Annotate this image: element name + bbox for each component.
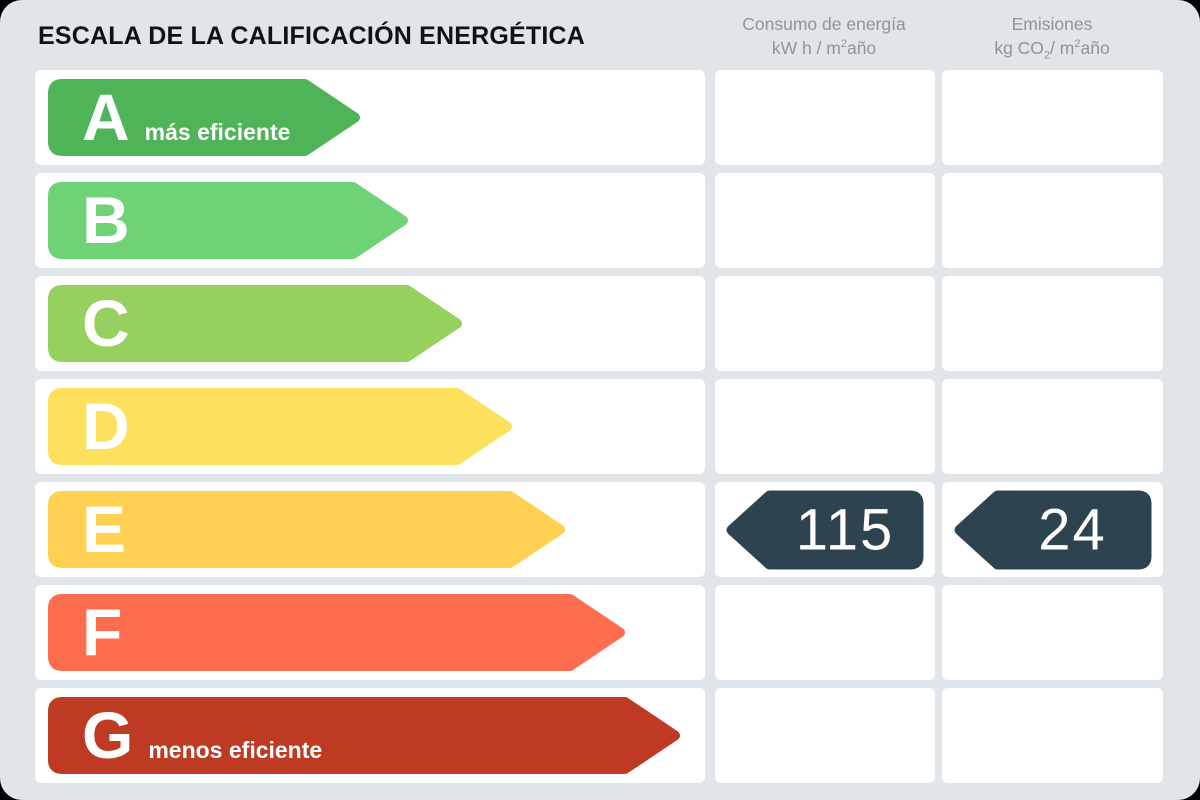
- scale-cell: B: [35, 173, 705, 268]
- consumption-value-badge-text: 115: [795, 497, 895, 562]
- consumption-cell: [715, 70, 935, 165]
- rating-letter: D: [82, 389, 130, 463]
- scale-row-g: G menos eficiente: [35, 688, 1163, 783]
- scale-cell: A más eficiente: [35, 70, 705, 165]
- consumption-cell: 115: [715, 482, 935, 577]
- efficiency-label: más eficiente: [144, 119, 291, 145]
- emissions-cell: 24: [942, 482, 1163, 577]
- emissions-column-unit: kg CO2/ m2año: [994, 37, 1110, 62]
- emissions-cell: [942, 379, 1163, 474]
- scale-cell: E: [35, 482, 705, 577]
- rating-letter: C: [82, 286, 130, 360]
- rating-letter: B: [82, 183, 130, 257]
- rating-scale: A más eficiente B: [35, 70, 1163, 783]
- scale-row-f: F: [35, 585, 1163, 680]
- emissions-column-header: Emisiones kg CO2/ m2año: [940, 13, 1164, 63]
- consumption-cell: [715, 173, 935, 268]
- rating-letter: A: [82, 80, 130, 154]
- consumption-cell: [715, 276, 935, 371]
- rating-arrow-a: A más eficiente: [48, 79, 360, 156]
- scale-cell: C: [35, 276, 705, 371]
- consumption-column-title: Consumo de energía: [742, 14, 906, 34]
- scale-cell: G menos eficiente: [35, 688, 705, 783]
- scale-cell: D: [35, 379, 705, 474]
- emissions-column-title: Emisiones: [1011, 14, 1093, 34]
- rating-arrow-b: B: [48, 182, 408, 259]
- emissions-cell: [942, 276, 1163, 371]
- consumption-cell: [715, 379, 935, 474]
- scale-row-e: E 115 24: [35, 482, 1163, 577]
- emissions-value-badge: 24: [954, 490, 1151, 569]
- page-title: ESCALA DE LA CALIFICACIÓN ENERGÉTICA: [38, 22, 586, 50]
- rating-arrow-c: C: [48, 285, 462, 362]
- emissions-cell: [942, 688, 1163, 783]
- rating-letter: F: [82, 595, 123, 669]
- scale-row-c: C: [35, 276, 1163, 371]
- scale-row-d: D: [35, 379, 1163, 474]
- scale-row-a: A más eficiente: [35, 70, 1163, 165]
- rating-arrow-e: E: [48, 491, 565, 568]
- scale-row-b: B: [35, 173, 1163, 268]
- consumption-value-badge: 115: [726, 490, 924, 569]
- consumption-cell: [715, 585, 935, 680]
- rating-letter: G: [82, 698, 134, 772]
- emissions-cell: [942, 173, 1163, 268]
- rating-arrow-f: F: [48, 594, 625, 671]
- emissions-value-badge-text: 24: [1038, 497, 1107, 562]
- rating-arrow-g: G menos eficiente: [48, 697, 680, 774]
- consumption-column-unit: kW h / m2año: [771, 37, 877, 58]
- scale-cell: F: [35, 585, 705, 680]
- emissions-cell: [942, 585, 1163, 680]
- consumption-column-header: Consumo de energía kW h / m2año: [712, 13, 936, 60]
- rating-letter: E: [82, 492, 127, 566]
- emissions-cell: [942, 70, 1163, 165]
- rating-arrow-d: D: [48, 388, 512, 465]
- efficiency-label: menos eficiente: [148, 737, 323, 763]
- consumption-cell: [715, 688, 935, 783]
